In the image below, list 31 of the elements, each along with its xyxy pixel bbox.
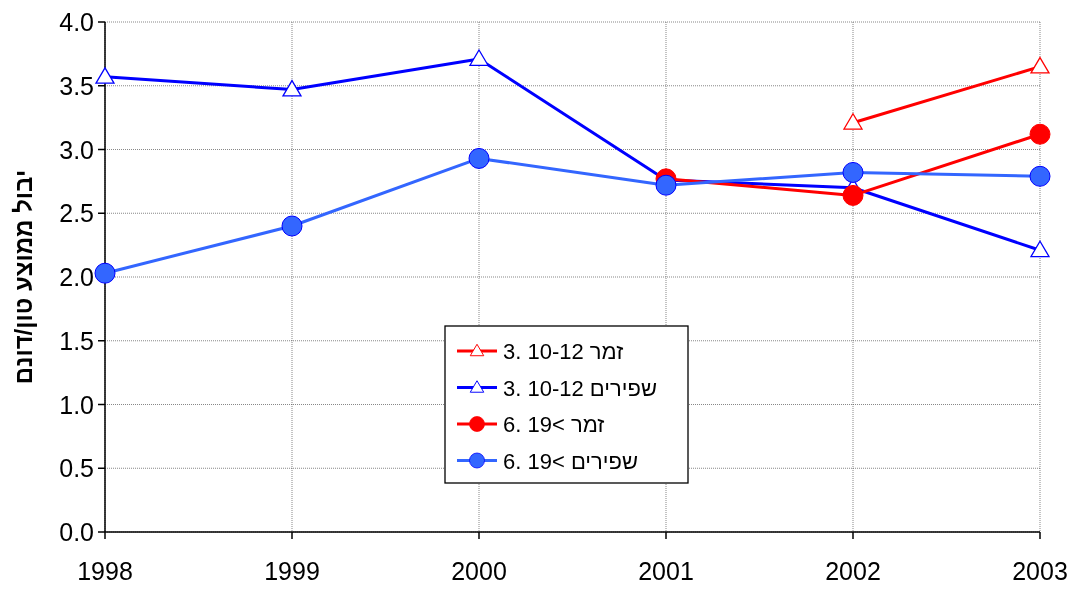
x-tick-label: 2002 — [825, 557, 881, 585]
y-tick-label: 1.0 — [59, 390, 94, 419]
legend-label: 6. 19< זמר — [503, 412, 605, 437]
point — [842, 161, 864, 183]
x-tick-label: 2001 — [638, 557, 694, 585]
y-tick-label: 0.5 — [59, 454, 94, 483]
point — [95, 67, 115, 84]
y-tick-label: 4.0 — [59, 8, 94, 36]
point — [281, 215, 303, 237]
x-tick-label: 2000 — [451, 557, 507, 585]
point — [282, 79, 302, 97]
y-tick-label: 3.5 — [59, 71, 94, 100]
point — [1029, 123, 1051, 145]
y-tick-label: 1.5 — [59, 326, 94, 355]
point — [1029, 165, 1051, 187]
y-tick-label: 2.5 — [59, 199, 94, 228]
point — [469, 49, 489, 66]
point — [468, 147, 490, 169]
point — [655, 174, 677, 196]
point — [94, 262, 116, 284]
y-tick-label: 2.0 — [59, 263, 94, 291]
x-tick-label: 1999 — [264, 557, 320, 585]
legend-label: 6. 19< שפירים — [503, 448, 639, 474]
legend-label: 3. 10-12 שפירים — [503, 375, 657, 401]
x-tick-label: 1998 — [77, 557, 133, 585]
point — [1030, 240, 1050, 258]
x-tick-label: 2003 — [1012, 557, 1068, 585]
legend-label: 3. 10-12 זמר — [503, 339, 624, 364]
y-tick-label: 3.0 — [59, 135, 94, 164]
y-tick-label: 0.0 — [59, 518, 94, 546]
y-axis-title: יבול ממוצע טון/דונם — [10, 169, 37, 385]
